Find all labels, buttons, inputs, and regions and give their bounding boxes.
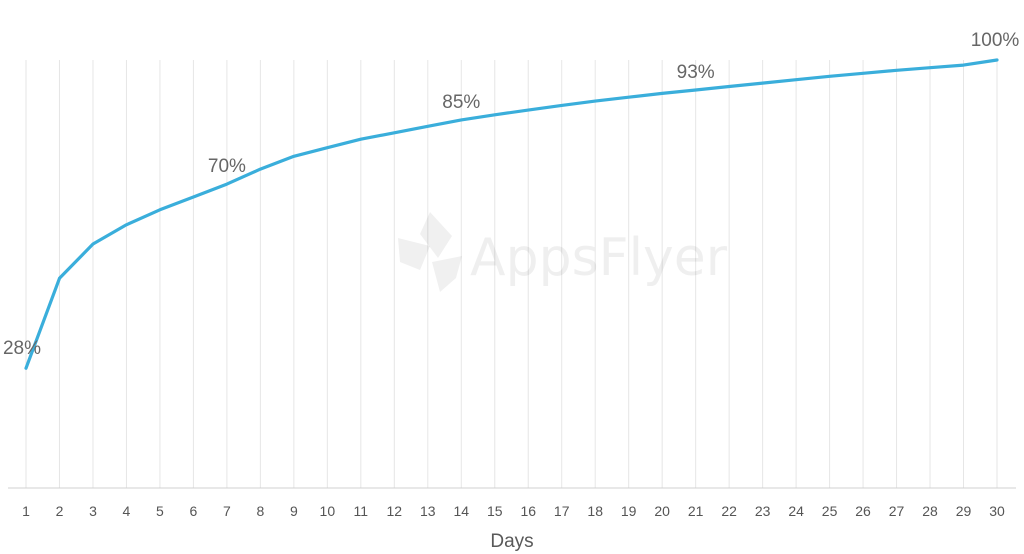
x-tick-label: 22 [721, 503, 737, 519]
x-tick-label: 23 [755, 503, 771, 519]
data-label: 100% [971, 30, 1020, 51]
x-tick-label: 1 [22, 503, 30, 519]
x-tick-label: 4 [123, 503, 131, 519]
x-tick-label: 19 [621, 503, 637, 519]
data-label: 70% [208, 156, 246, 177]
x-tick-label: 25 [822, 503, 838, 519]
x-tick-label: 26 [855, 503, 871, 519]
x-tick-label: 2 [56, 503, 64, 519]
x-tick-label: 30 [989, 503, 1005, 519]
x-tick-label: 24 [788, 503, 804, 519]
x-tick-label: 15 [487, 503, 503, 519]
x-tick-label: 14 [453, 503, 469, 519]
x-tick-label: 9 [290, 503, 298, 519]
x-tick-label: 6 [190, 503, 198, 519]
x-tick-label: 3 [89, 503, 97, 519]
x-axis-title: Days [490, 531, 533, 552]
x-tick-label: 7 [223, 503, 231, 519]
x-tick-label: 18 [587, 503, 603, 519]
watermark-text: AppsFlyer [470, 228, 728, 288]
x-tick-label: 27 [889, 503, 905, 519]
x-tick-label: 17 [554, 503, 570, 519]
x-tick-label: 10 [320, 503, 336, 519]
appsflyer-watermark: AppsFlyer [398, 212, 728, 292]
data-labels: 28% 70% 85% 93% 100% [3, 30, 1019, 359]
x-tick-label: 11 [354, 503, 369, 519]
x-tick-label: 12 [387, 503, 403, 519]
x-tick-label: 29 [956, 503, 972, 519]
x-tick-label: 21 [688, 503, 704, 519]
data-label: 93% [677, 62, 715, 83]
data-label: 28% [3, 338, 41, 359]
x-tick-label: 13 [420, 503, 436, 519]
series-line [24, 58, 999, 370]
x-tick-label: 20 [654, 503, 670, 519]
x-tick-label: 5 [156, 503, 164, 519]
x-tick-label: 16 [520, 503, 536, 519]
data-label: 85% [442, 92, 480, 113]
x-tick-label: 28 [922, 503, 938, 519]
x-tick-label: 8 [256, 503, 264, 519]
appsflyer-logo-icon [398, 212, 462, 292]
x-axis-ticks: 1 2 3 4 5 6 7 8 9 10 11 12 13 14 15 16 17 18 19 20 21 22 23 24 2… [22, 503, 1005, 519]
